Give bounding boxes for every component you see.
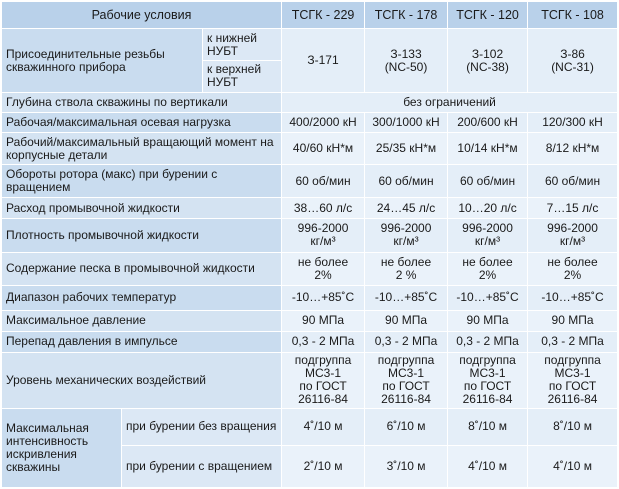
sand-content-value-1: не более 2%	[281, 251, 366, 286]
row-max-pressure: Максимальное давление 90 МПа 90 МПа 90 МПа 9…	[0, 309, 619, 332]
curvature-rotation-value-1: 2˚/10 м	[281, 444, 366, 489]
sand-content-label: Содержание песка в промывочной жидкости	[0, 251, 283, 286]
row-temperature: Диапазон рабочих температур -10…+85˚С -10……	[0, 284, 619, 311]
torque-label: Рабочий/максимальный вращающий момент на…	[0, 131, 283, 166]
depth-label: Глубина ствола скважины по вертикали	[0, 91, 283, 113]
pressure-drop-value-4: 0,3 - 2 МПа	[527, 330, 619, 353]
torque-value-3: 10/14 кН*м	[447, 131, 529, 166]
threads-label: Присоединительные резьбы скважинного при…	[1, 28, 203, 93]
flow-rate-value-1: 38…60 л/с	[281, 197, 366, 220]
torque-value-1: 40/60 кН*м	[281, 131, 366, 166]
max-pressure-value-2: 90 МПа	[364, 309, 449, 332]
row-fluid-density: Плотность промывочной жидкости 996-2000 кг…	[0, 218, 619, 253]
fluid-density-label: Плотность промывочной жидкости	[0, 218, 283, 253]
mechanical-label: Уровень механических воздействий	[0, 351, 283, 409]
threads-value-1: З-171	[281, 28, 366, 93]
mechanical-value-4: подгруппа МС3-1 по ГОСТ 26116-84	[527, 351, 619, 409]
axial-load-value-2: 300/1000 кН	[364, 111, 449, 133]
header-row: Рабочие условия ТСГК - 229 ТСГК - 178 ТСГК …	[0, 0, 619, 30]
threads-lower-label: к нижней НУБТ	[201, 28, 283, 62]
axial-load-label: Рабочая/максимальная осевая нагрузка	[0, 111, 283, 133]
curvature-rotation-value-4: 4˚/10 м	[527, 444, 619, 489]
header-conditions: Рабочие условия	[0, 0, 283, 30]
row-axial-load: Рабочая/максимальная осевая нагрузка 400/…	[0, 111, 619, 133]
curvature-rotation-value-2: 3˚/10 м	[364, 444, 449, 489]
mechanical-value-3: подгруппа МС3-1 по ГОСТ 26116-84	[447, 351, 529, 409]
axial-load-value-4: 120/300 кН	[527, 111, 619, 133]
max-pressure-label: Максимальное давление	[0, 309, 283, 332]
flow-rate-label: Расход промывочной жидкости	[0, 197, 283, 220]
sand-content-value-3: не более 2%	[447, 251, 529, 286]
curvature-no-rotation-label: при бурении без вращения	[120, 407, 283, 446]
sand-content-value-4: не более 2%	[527, 251, 619, 286]
max-pressure-value-3: 90 МПа	[447, 309, 529, 332]
depth-value: без ограничений	[281, 91, 619, 113]
sand-content-value-2: не более 2 %	[364, 251, 449, 286]
pressure-drop-value-1: 0,3 - 2 МПа	[281, 330, 366, 353]
curvature-label: Максимальная интенсивность искривления с…	[1, 407, 122, 489]
rotor-speed-value-2: 60 об/мин	[364, 164, 449, 199]
fluid-density-value-3: 996-2000 кг/м³	[447, 218, 529, 253]
curvature-no-rotation-value-3: 8˚/10 м	[447, 407, 529, 446]
rotor-speed-value-4: 60 об/мин	[527, 164, 619, 199]
flow-rate-value-4: 7…15 л/с	[527, 197, 619, 220]
curvature-rotation-label: при бурении с вращением	[120, 444, 283, 489]
flow-rate-value-2: 24…45 л/с	[364, 197, 449, 220]
max-pressure-value-1: 90 МПа	[281, 309, 366, 332]
header-model-2: ТСГК - 178	[364, 0, 449, 30]
curvature-no-rotation-value-4: 8˚/10 м	[527, 407, 619, 446]
header-model-4: ТСГК - 108	[527, 0, 619, 30]
torque-value-4: 8/12 кН*м	[527, 131, 619, 166]
temperature-value-1: -10…+85˚С	[281, 284, 366, 311]
threads-value-4: З-86 (NC-31)	[527, 28, 619, 93]
threads-value-2: З-133 (NC-50)	[364, 28, 449, 93]
rotor-speed-value-3: 60 об/мин	[447, 164, 529, 199]
axial-load-value-1: 400/2000 кН	[281, 111, 366, 133]
curvature-rotation-value-3: 4˚/10 м	[447, 444, 529, 489]
temperature-label: Диапазон рабочих температур	[0, 284, 283, 311]
row-pressure-drop: Перепад давления в импульсе 0,3 - 2 МПа 0,…	[0, 330, 619, 353]
threads-value-3: З-102 (NC-38)	[447, 28, 529, 93]
flow-rate-value-3: 10…20 л/с	[447, 197, 529, 220]
rotor-speed-value-1: 60 об/мин	[281, 164, 366, 199]
temperature-value-2: -10…+85˚С	[364, 284, 449, 311]
temperature-value-3: -10…+85˚С	[447, 284, 529, 311]
row-torque: Рабочий/максимальный вращающий момент на…	[0, 131, 619, 166]
rotor-speed-label: Обороты ротора (макс) при бурении с вращ…	[0, 164, 283, 199]
mechanical-value-2: подгруппа МС3-1 по ГОСТ 26116-84	[364, 351, 449, 409]
fluid-density-value-1: 996-2000 кг/м³	[281, 218, 366, 253]
row-flow-rate: Расход промывочной жидкости 38…60 л/с 24…4…	[0, 197, 619, 220]
axial-load-value-3: 200/600 кН	[447, 111, 529, 133]
fluid-density-value-2: 996-2000 кг/м³	[364, 218, 449, 253]
pressure-drop-value-3: 0,3 - 2 МПа	[447, 330, 529, 353]
row-sand-content: Содержание песка в промывочной жидкости н…	[0, 251, 619, 286]
max-pressure-value-4: 90 МПа	[527, 309, 619, 332]
pressure-drop-label: Перепад давления в импульсе	[0, 330, 283, 353]
torque-value-2: 25/35 кН*м	[364, 131, 449, 166]
mechanical-value-1: подгруппа МС3-1 по ГОСТ 26116-84	[281, 351, 366, 409]
fluid-density-value-4: 996-2000 кг/м³	[527, 218, 619, 253]
header-model-3: ТСГК - 120	[447, 0, 529, 30]
row-rotor-speed: Обороты ротора (макс) при бурении с вращ…	[0, 164, 619, 199]
temperature-value-4: -10…+85˚С	[527, 284, 619, 311]
row-mechanical: Уровень механических воздействий подгрупп…	[0, 351, 619, 409]
header-model-1: ТСГК - 229	[281, 0, 366, 30]
curvature-no-rotation-value-1: 4˚/10 м	[281, 407, 366, 446]
pressure-drop-value-2: 0,3 - 2 МПа	[364, 330, 449, 353]
curvature-no-rotation-value-2: 6˚/10 м	[364, 407, 449, 446]
threads-upper-label: к верхней НУБТ	[201, 60, 283, 93]
